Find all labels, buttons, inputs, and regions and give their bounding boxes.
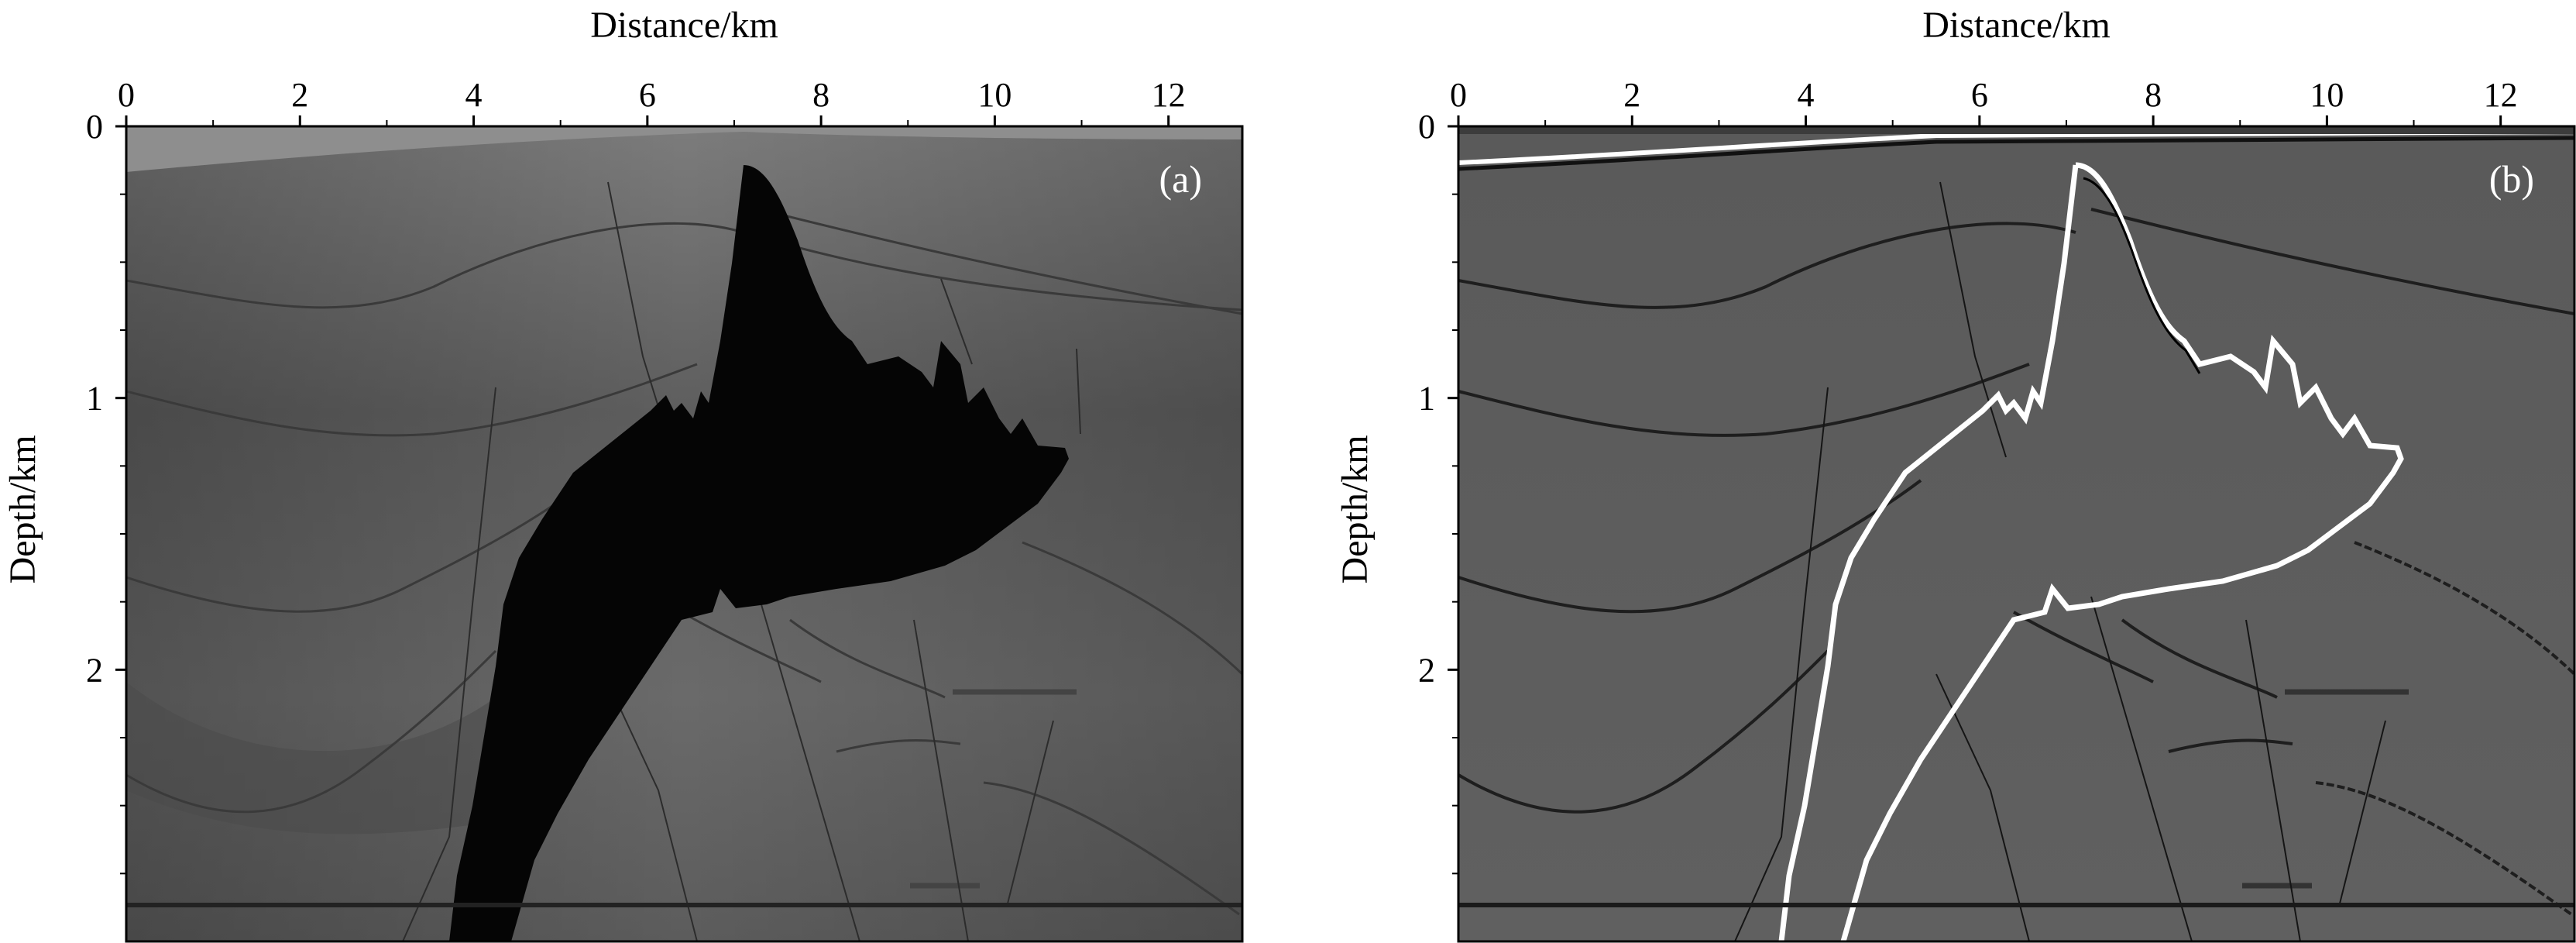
panel-b-xlabel: Distance/km [1922, 5, 2111, 46]
panel-a-x-tick-label: 0 [118, 76, 135, 114]
panel-a [126, 126, 1242, 941]
panel-b-salt-boundary [1778, 162, 2404, 941]
panel-a-y-tick-label: 1 [86, 380, 103, 418]
panel-a-x-tick-label: 12 [1152, 76, 1186, 114]
panel-a-label: (a) [1159, 157, 1203, 201]
panel-a-x-tick-label: 4 [465, 76, 483, 114]
panel-b-y-tick-label: 2 [1418, 651, 1435, 689]
panel-b-x-tick-label: 2 [1623, 76, 1640, 114]
panel-a-y-tick-label: 0 [86, 108, 103, 146]
panel-b-x-tick-label: 10 [2310, 76, 2344, 114]
panel-b-image [1458, 126, 2574, 941]
panel-b-ylabel: Depth/km [1334, 435, 1376, 583]
panel-a-y-tick-label: 2 [86, 651, 103, 689]
panel-b-horizons [1458, 208, 2574, 916]
panel-b-x-tick-label: 6 [1971, 76, 1988, 114]
panel-b-x-tick-label: 0 [1450, 76, 1467, 114]
panel-a-x-tick-label: 2 [291, 76, 308, 114]
panel-b-x-tick-label: 4 [1798, 76, 1815, 114]
panel-b [1458, 126, 2574, 941]
panel-a-horizons [126, 208, 1242, 916]
panel-b-y-tick-label: 1 [1418, 380, 1435, 418]
panel-a-salt-body [449, 165, 1069, 941]
panel-a-faults [402, 181, 1081, 941]
panel-a-xlabel: Distance/km [590, 5, 778, 46]
panel-a-x-tick-label: 6 [639, 76, 656, 114]
panel-a-ylabel: Depth/km [2, 435, 43, 583]
panel-b-x-tick-label: 8 [2145, 76, 2162, 114]
panel-b-y-tick-label: 0 [1418, 108, 1435, 146]
panel-b-x-tick-label: 12 [2484, 76, 2518, 114]
panel-a-image [126, 126, 1242, 941]
panel-a-x-tick-label: 8 [812, 76, 829, 114]
panel-a-x-tick-label: 10 [977, 76, 1012, 114]
panel-b-label: (b) [2489, 157, 2534, 201]
